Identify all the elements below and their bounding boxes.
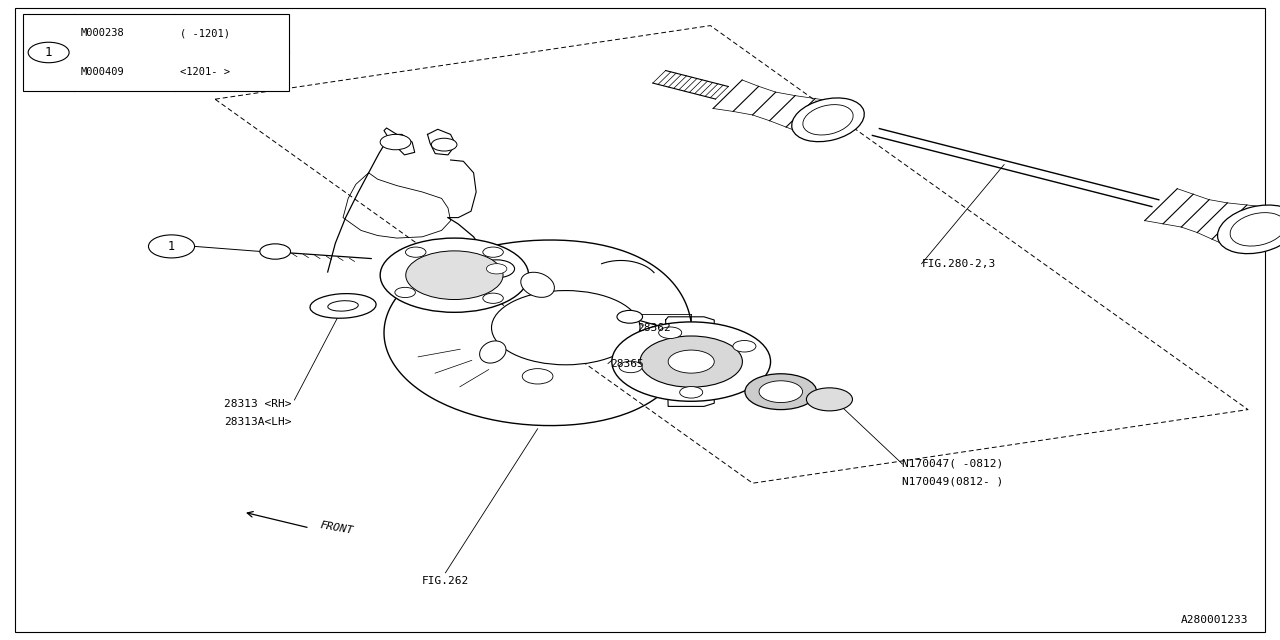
Circle shape [492, 291, 640, 365]
Bar [23, 14, 289, 91]
Text: M000409: M000409 [81, 67, 124, 77]
Text: M000238: M000238 [81, 28, 124, 38]
Circle shape [380, 238, 529, 312]
Circle shape [759, 381, 803, 403]
Circle shape [394, 287, 415, 298]
Text: N170047( -0812): N170047( -0812) [902, 459, 1004, 469]
Circle shape [680, 387, 703, 398]
Text: A280001233: A280001233 [1180, 614, 1248, 625]
Circle shape [745, 374, 817, 410]
Text: 28313A<LH>: 28313A<LH> [224, 417, 292, 428]
Circle shape [148, 235, 195, 258]
Text: ( -1201): ( -1201) [180, 28, 230, 38]
Circle shape [28, 42, 69, 63]
Ellipse shape [521, 272, 554, 298]
Ellipse shape [328, 301, 358, 311]
Circle shape [806, 388, 852, 411]
Ellipse shape [1230, 212, 1280, 246]
Circle shape [483, 247, 503, 257]
Circle shape [406, 247, 426, 257]
Ellipse shape [310, 294, 376, 318]
Circle shape [640, 336, 742, 387]
Text: 1: 1 [168, 240, 175, 253]
Circle shape [380, 134, 411, 150]
Ellipse shape [792, 98, 864, 141]
Text: 28362: 28362 [637, 323, 671, 333]
Circle shape [406, 251, 503, 300]
Circle shape [483, 293, 503, 303]
Circle shape [617, 310, 643, 323]
Circle shape [659, 327, 682, 339]
Circle shape [733, 340, 756, 352]
Circle shape [479, 260, 515, 278]
Circle shape [668, 350, 714, 373]
Text: FIG.280-2,3: FIG.280-2,3 [922, 259, 996, 269]
Text: <1201- >: <1201- > [180, 67, 230, 77]
Circle shape [620, 361, 643, 372]
Text: 1: 1 [45, 46, 52, 59]
Circle shape [486, 264, 507, 274]
Text: 28365: 28365 [611, 358, 644, 369]
Ellipse shape [480, 341, 506, 363]
Text: 28313 <RH>: 28313 <RH> [224, 399, 292, 410]
Text: N170049(0812- ): N170049(0812- ) [902, 477, 1004, 487]
Ellipse shape [803, 104, 854, 135]
Ellipse shape [1217, 205, 1280, 253]
Text: FIG.262: FIG.262 [422, 576, 468, 586]
Circle shape [260, 244, 291, 259]
Circle shape [612, 322, 771, 401]
Text: FRONT: FRONT [319, 520, 353, 536]
Circle shape [431, 138, 457, 151]
Circle shape [522, 369, 553, 384]
